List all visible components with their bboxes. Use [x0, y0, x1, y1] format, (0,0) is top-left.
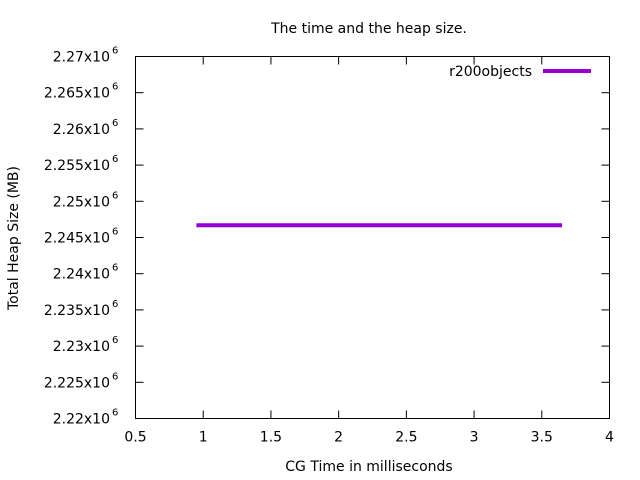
- x-tick-label: 1: [199, 430, 208, 446]
- y-tick-label: 2.245x10: [44, 231, 110, 247]
- y-axis: 2.22x10 62.225x10 62.23x10 62.235x10 62.24x1…: [44, 46, 610, 428]
- y-tick-exponent: 6: [112, 299, 118, 310]
- y-tick-exponent: 6: [112, 190, 118, 201]
- y-tick-label: 2.24x10: [53, 267, 110, 283]
- y-tick-exponent: 6: [112, 335, 118, 346]
- y-tick-label: 2.25x10: [53, 194, 110, 210]
- legend-label-r200objects: r200objects: [449, 64, 532, 80]
- x-tick-label: 3: [470, 430, 479, 446]
- y-tick-label: 2.26x10: [53, 122, 110, 138]
- x-tick-label: 3.5: [531, 430, 553, 446]
- y-tick-exponent: 6: [112, 46, 118, 57]
- y-axis-label: Total Heap Size (MB): [6, 166, 22, 311]
- y-tick-exponent: 6: [112, 408, 118, 419]
- y-tick-exponent: 6: [112, 371, 118, 382]
- y-tick-exponent: 6: [112, 118, 118, 129]
- y-tick-exponent: 6: [112, 227, 118, 238]
- y-tick-exponent: 6: [112, 154, 118, 165]
- x-tick-label: 2.5: [395, 430, 417, 446]
- y-tick-label: 2.265x10: [44, 86, 110, 102]
- x-axis: 0.5 1 1.5 2 2.5 3 3.5 4: [124, 56, 614, 446]
- x-tick-label: 2: [334, 430, 343, 446]
- y-tick-label: 2.27x10: [53, 50, 110, 66]
- y-tick-label: 2.235x10: [44, 303, 110, 319]
- plot-area-frame: [135, 56, 610, 419]
- y-tick-exponent: 6: [112, 82, 118, 93]
- chart-title: The time and the heap size.: [270, 21, 467, 37]
- y-tick-label: 2.225x10: [44, 375, 110, 391]
- legend: r200objects: [449, 64, 591, 80]
- x-axis-label: CG Time in milliseconds: [285, 459, 452, 475]
- x-tick-label: 0.5: [124, 430, 146, 446]
- x-tick-label: 1.5: [260, 430, 282, 446]
- y-tick-label: 2.23x10: [53, 339, 110, 355]
- x-tick-label: 4: [605, 430, 614, 446]
- y-tick-label: 2.255x10: [44, 158, 110, 174]
- y-tick-exponent: 6: [112, 263, 118, 274]
- y-tick-label: 2.22x10: [53, 412, 110, 428]
